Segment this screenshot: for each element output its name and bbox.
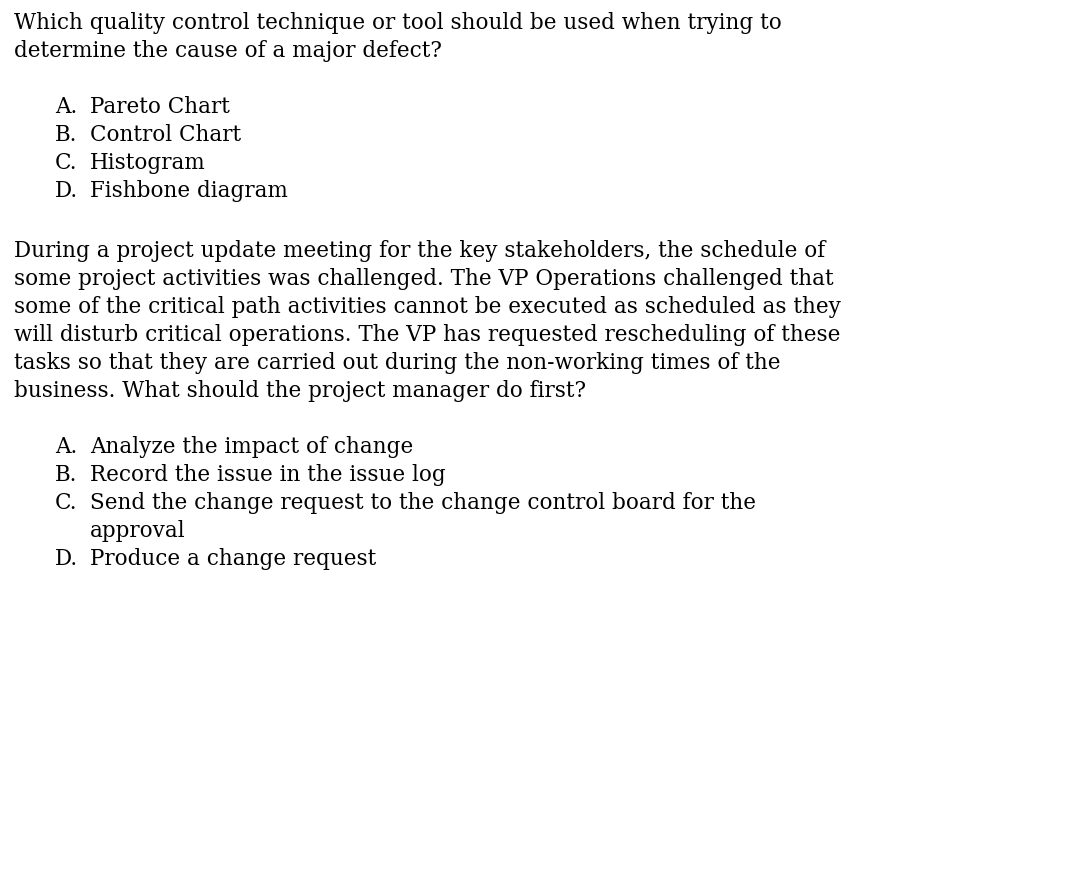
Text: A.: A. (55, 96, 78, 118)
Text: A.: A. (55, 436, 78, 458)
Text: Pareto Chart: Pareto Chart (90, 96, 230, 118)
Text: Fishbone diagram: Fishbone diagram (90, 180, 288, 202)
Text: C.: C. (55, 492, 78, 514)
Text: Histogram: Histogram (90, 152, 206, 174)
Text: D.: D. (55, 548, 78, 570)
Text: tasks so that they are carried out during the non-working times of the: tasks so that they are carried out durin… (14, 352, 781, 374)
Text: Analyze the impact of change: Analyze the impact of change (90, 436, 414, 458)
Text: some of the critical path activities cannot be executed as scheduled as they: some of the critical path activities can… (14, 296, 841, 318)
Text: B.: B. (55, 464, 78, 486)
Text: approval: approval (90, 520, 186, 542)
Text: some project activities was challenged. The VP Operations challenged that: some project activities was challenged. … (14, 268, 834, 290)
Text: B.: B. (55, 124, 78, 146)
Text: Record the issue in the issue log: Record the issue in the issue log (90, 464, 446, 486)
Text: D.: D. (55, 180, 78, 202)
Text: Which quality control technique or tool should be used when trying to: Which quality control technique or tool … (14, 12, 782, 34)
Text: During a project update meeting for the key stakeholders, the schedule of: During a project update meeting for the … (14, 240, 825, 262)
Text: Send the change request to the change control board for the: Send the change request to the change co… (90, 492, 756, 514)
Text: will disturb critical operations. The VP has requested rescheduling of these: will disturb critical operations. The VP… (14, 324, 840, 346)
Text: Produce a change request: Produce a change request (90, 548, 376, 570)
Text: C.: C. (55, 152, 78, 174)
Text: business. What should the project manager do first?: business. What should the project manage… (14, 380, 586, 402)
Text: Control Chart: Control Chart (90, 124, 241, 146)
Text: determine the cause of a major defect?: determine the cause of a major defect? (14, 40, 442, 62)
